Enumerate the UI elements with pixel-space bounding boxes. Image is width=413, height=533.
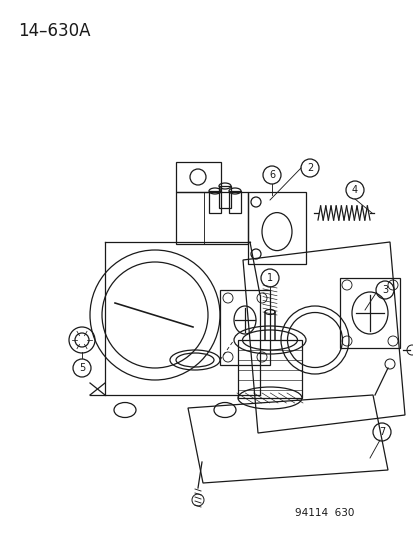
Bar [237,340,301,398]
Bar [339,278,399,348]
Bar [176,162,221,192]
Text: 5: 5 [79,363,85,373]
Text: 3: 3 [381,285,387,295]
Text: 94114  630: 94114 630 [294,508,354,518]
Text: 7: 7 [378,427,384,437]
Text: 14–630A: 14–630A [18,22,90,40]
Text: 6: 6 [268,170,274,180]
Bar [247,192,305,264]
Bar [219,290,269,365]
Bar [176,192,247,244]
Bar [228,191,240,213]
Text: 1: 1 [266,273,273,283]
Bar [209,191,221,213]
Bar [218,186,230,208]
Text: 2: 2 [306,163,312,173]
Text: 4: 4 [351,185,357,195]
